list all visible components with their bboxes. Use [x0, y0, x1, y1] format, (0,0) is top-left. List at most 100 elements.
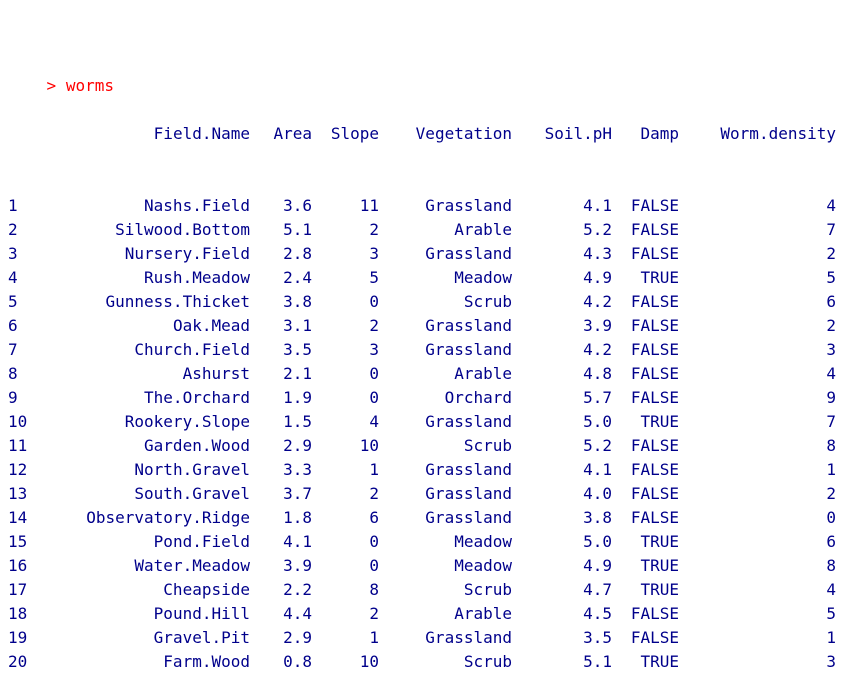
cell-area: 1.5 [283, 412, 312, 431]
cell-damp: FALSE [630, 484, 679, 503]
row-number: 10 [8, 412, 28, 431]
cell-damp: FALSE [630, 340, 679, 359]
table-row: 12 North.Gravel 3.3 1 Grassland 4.1 FALSE 1 [8, 458, 836, 482]
cell-soil-ph: 5.2 [583, 436, 612, 455]
row-number: 8 [8, 364, 18, 383]
cell-worm-density: 5 [826, 604, 836, 623]
row-number: 3 [8, 244, 18, 263]
cell-field-name: Nursery.Field [124, 244, 250, 263]
cell-slope: 0 [369, 532, 379, 551]
cell-worm-density: 3 [826, 652, 836, 671]
cell-damp: TRUE [640, 580, 679, 599]
header-slope: Slope [330, 124, 379, 143]
table-row: 7 Church.Field 3.5 3 Grassland 4.2 FALSE 3 [8, 338, 836, 362]
table-row: 8 Ashurst 2.1 0 Arable 4.8 FALSE 4 [8, 362, 836, 386]
cell-worm-density: 7 [826, 220, 836, 239]
cell-field-name: Gravel.Pit [153, 628, 250, 647]
cell-slope: 8 [369, 580, 379, 599]
row-number: 5 [8, 292, 18, 311]
cell-damp: TRUE [640, 652, 679, 671]
cell-area: 5.1 [283, 220, 312, 239]
header-worm-density: Worm.density [720, 124, 836, 143]
table-row: 5 Gunness.Thicket 3.8 0 Scrub 4.2 FALSE 6 [8, 290, 836, 314]
table-row: 2 Silwood.Bottom 5.1 2 Arable 5.2 FALSE 7 [8, 218, 836, 242]
row-number: 1 [8, 196, 18, 215]
cell-field-name: Water.Meadow [134, 556, 250, 575]
cell-vegetation: Meadow [454, 556, 512, 575]
cell-vegetation: Grassland [425, 484, 512, 503]
cell-soil-ph: 5.2 [583, 220, 612, 239]
cell-area: 3.5 [283, 340, 312, 359]
cell-soil-ph: 3.8 [583, 508, 612, 527]
cell-field-name: Pond.Field [153, 532, 250, 551]
cell-worm-density: 2 [826, 484, 836, 503]
cell-vegetation: Scrub [463, 292, 512, 311]
cell-vegetation: Orchard [444, 388, 512, 407]
cell-soil-ph: 4.1 [583, 460, 612, 479]
cell-field-name: Gunness.Thicket [105, 292, 251, 311]
cell-field-name: Rush.Meadow [144, 268, 250, 287]
cell-area: 2.4 [283, 268, 312, 287]
cell-soil-ph: 5.1 [583, 652, 612, 671]
cell-soil-ph: 4.0 [583, 484, 612, 503]
cell-vegetation: Grassland [425, 316, 512, 335]
cell-soil-ph: 4.1 [583, 196, 612, 215]
cell-slope: 2 [369, 316, 379, 335]
cell-field-name: Pound.Hill [153, 604, 250, 623]
cell-vegetation: Arable [454, 220, 512, 239]
row-number: 16 [8, 556, 28, 575]
cell-area: 3.8 [283, 292, 312, 311]
cell-slope: 3 [369, 340, 379, 359]
cell-field-name: Church.Field [134, 340, 250, 359]
cell-vegetation: Meadow [454, 532, 512, 551]
cell-slope: 0 [369, 364, 379, 383]
cell-damp: FALSE [630, 196, 679, 215]
cell-area: 2.9 [283, 628, 312, 647]
cell-damp: TRUE [640, 268, 679, 287]
row-number: 15 [8, 532, 28, 551]
row-number: 14 [8, 508, 28, 527]
cell-worm-density: 1 [826, 628, 836, 647]
cell-damp: FALSE [630, 220, 679, 239]
cell-field-name: Observatory.Ridge [86, 508, 250, 527]
cell-damp: FALSE [630, 388, 679, 407]
cell-vegetation: Scrub [463, 580, 512, 599]
row-number: 13 [8, 484, 28, 503]
cell-vegetation: Grassland [425, 196, 512, 215]
cell-slope: 2 [369, 604, 379, 623]
row-number: 17 [8, 580, 28, 599]
cell-area: 1.9 [283, 388, 312, 407]
table-header-row: Field.Name Area Slope Vegetation Soil.pH… [8, 122, 836, 146]
cell-vegetation: Scrub [463, 436, 512, 455]
cell-soil-ph: 5.7 [583, 388, 612, 407]
cell-area: 3.7 [283, 484, 312, 503]
cell-area: 4.1 [283, 532, 312, 551]
cell-worm-density: 6 [826, 532, 836, 551]
cell-slope: 3 [369, 244, 379, 263]
cell-vegetation: Grassland [425, 244, 512, 263]
cell-soil-ph: 4.2 [583, 292, 612, 311]
cell-slope: 0 [369, 556, 379, 575]
cell-damp: FALSE [630, 628, 679, 647]
row-number: 19 [8, 628, 28, 647]
cell-area: 3.3 [283, 460, 312, 479]
cell-soil-ph: 4.2 [583, 340, 612, 359]
cell-area: 2.1 [283, 364, 312, 383]
cell-damp: FALSE [630, 604, 679, 623]
cell-soil-ph: 5.0 [583, 532, 612, 551]
cell-damp: FALSE [630, 244, 679, 263]
cell-worm-density: 1 [826, 460, 836, 479]
row-number: 4 [8, 268, 18, 287]
cell-vegetation: Grassland [425, 508, 512, 527]
cell-field-name: The.Orchard [144, 388, 250, 407]
command-text: worms [65, 76, 114, 95]
cell-soil-ph: 4.8 [583, 364, 612, 383]
table-row: 19 Gravel.Pit 2.9 1 Grassland 3.5 FALSE 1 [8, 626, 836, 650]
cell-slope: 5 [369, 268, 379, 287]
table-row: 13 South.Gravel 3.7 2 Grassland 4.0 FALSE 2 [8, 482, 836, 506]
cell-field-name: North.Gravel [134, 460, 250, 479]
table-row: 17 Cheapside 2.2 8 Scrub 4.7 TRUE 4 [8, 578, 836, 602]
cell-slope: 6 [369, 508, 379, 527]
cell-worm-density: 9 [826, 388, 836, 407]
cell-area: 3.9 [283, 556, 312, 575]
